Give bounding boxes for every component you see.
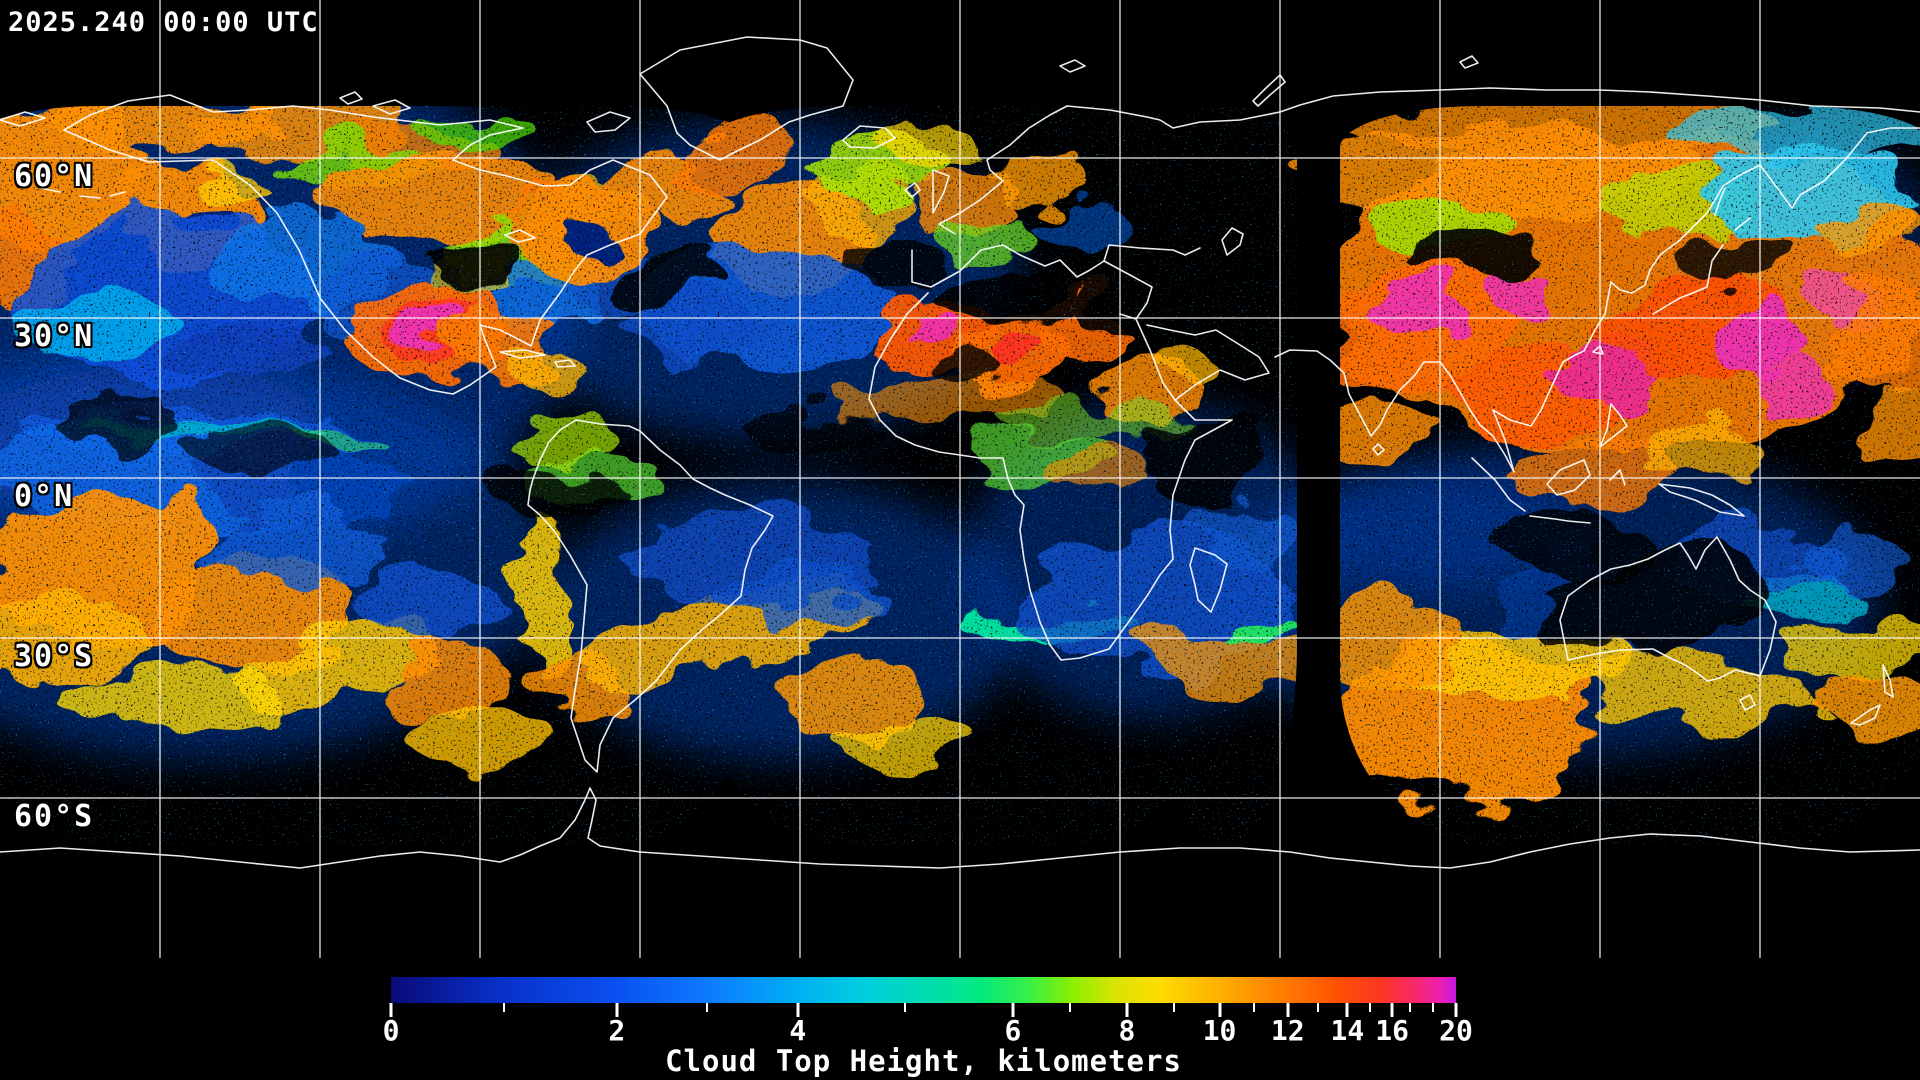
latitude-label-30s: 30°S (14, 639, 95, 674)
coastlines (0, 36, 1920, 869)
coastline-north-america (0, 36, 896, 395)
colorbar-tick-label: 20 (1439, 1014, 1473, 1047)
colorbar-minor-tick (1431, 1003, 1434, 1012)
colorbar-tick (615, 1003, 619, 1017)
colorbar-tick-label: 2 (608, 1014, 626, 1047)
colorbar-title: Cloud Top Height, kilometers (665, 1044, 1182, 1078)
colorbar-tick (1286, 1003, 1290, 1017)
timestamp: 2025.240 00:00 UTC (8, 7, 319, 38)
colorbar-minor-tick (904, 1003, 907, 1012)
colorbar-tick-label: 4 (789, 1014, 807, 1047)
colorbar-tick-label: 6 (1004, 1014, 1022, 1047)
colorbar-minor-tick (706, 1003, 709, 1012)
colorbar-tick-label: 14 (1330, 1014, 1365, 1047)
colorbar-ticks: 0 2 4 6 8 10 12 14 16 20 (383, 958, 1473, 1080)
colorbar-tick (1390, 1003, 1394, 1017)
colorbar-minor-tick (1409, 1003, 1412, 1012)
colorbar-tick (389, 1003, 393, 1017)
colorbar-tick (1218, 1003, 1222, 1017)
colorbar-tick (1125, 1003, 1129, 1017)
colorbar-minor-tick (1252, 1003, 1255, 1012)
colorbar-gradient (391, 977, 1456, 1003)
colorbar-tick-label: 0 (382, 1014, 400, 1047)
colorbar-minor-tick (1069, 1003, 1072, 1012)
coastline-europe-africa (868, 105, 1233, 661)
colorbar-tick-label: 8 (1118, 1014, 1136, 1047)
colorbar-minor-tick (502, 1003, 505, 1012)
colorbar-tick (1345, 1003, 1349, 1017)
coastline-south-america (527, 419, 774, 773)
colorbar-legend: 0 2 4 6 8 10 12 14 16 20 Cloud Top Heigh… (0, 958, 1920, 1080)
colorbar-tick-label: 16 (1375, 1014, 1409, 1047)
colorbar-minor-tick (1172, 1003, 1175, 1012)
latitude-label-0n: 0°N (14, 479, 75, 514)
latitude-label-60s: 60°S (14, 799, 95, 834)
latitude-label-30n: 30°N (14, 319, 95, 354)
colorbar-tick (1454, 1003, 1458, 1017)
latitude-label-60n: 60°N (14, 159, 95, 194)
colorbar-tick (1011, 1003, 1015, 1017)
colorbar-tick (796, 1003, 800, 1017)
cloud-map (0, 0, 1920, 958)
colorbar-minor-tick (1368, 1003, 1371, 1012)
grid-lines (0, 0, 1920, 958)
coastline-australia (1559, 536, 1894, 726)
colorbar-tick-label: 12 (1270, 1014, 1305, 1047)
coastline-asia (1059, 55, 1920, 524)
colorbar-tick-label: 10 (1202, 1014, 1237, 1047)
colorbar-minor-tick (1316, 1003, 1319, 1012)
coastline-antarctica (0, 787, 1920, 869)
